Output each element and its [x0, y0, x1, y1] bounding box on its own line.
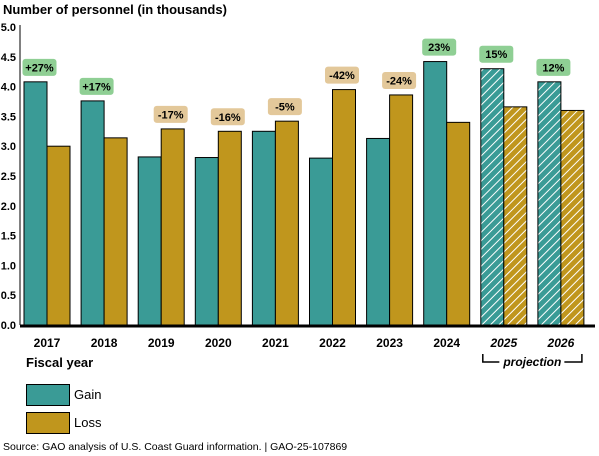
- x-tick-label: 2021: [262, 336, 289, 350]
- change-badge-label: +17%: [82, 81, 111, 93]
- change-badge-label: -42%: [329, 70, 355, 82]
- legend-label-loss: Loss: [74, 415, 102, 430]
- bar-loss-2018: [103, 137, 128, 326]
- change-badge-2024: [422, 38, 457, 56]
- change-badge-label: 23%: [428, 42, 450, 54]
- bar-loss-2017: [46, 145, 71, 326]
- source-note: Source: GAO analysis of U.S. Coast Guard…: [3, 441, 348, 453]
- x-tick-label: 2020: [205, 336, 232, 350]
- x-tick-label: 2026: [547, 336, 575, 350]
- change-badge-2022: [325, 66, 359, 84]
- change-badge-label: 15%: [485, 49, 507, 61]
- y-tick-label: 1.0: [1, 260, 16, 272]
- x-axis-title: Fiscal year: [26, 355, 94, 370]
- legend-item-loss: Loss: [26, 412, 226, 434]
- x-tick-label: 2019: [148, 336, 175, 350]
- projection-label-bg: [499, 354, 565, 370]
- y-tick-label: 4.0: [1, 82, 16, 94]
- legend-item-gain: Gain: [26, 384, 226, 406]
- change-badge-label: -17%: [158, 109, 184, 121]
- change-badge-label: -5%: [275, 102, 295, 114]
- change-badge-label: 12%: [542, 62, 564, 74]
- change-badge-2023: [382, 71, 417, 89]
- bar-gain-2025: [480, 68, 505, 326]
- bar-loss-2021: [274, 120, 299, 326]
- bar-loss-2026: [560, 109, 585, 326]
- bar-loss-2025: [503, 106, 528, 326]
- change-badge-2026: [536, 58, 571, 76]
- bar-gain-2020: [194, 157, 219, 326]
- bar-loss-2024: [446, 121, 471, 326]
- change-badge-2017: [22, 58, 57, 76]
- legend-swatch-loss: [26, 412, 70, 434]
- bar-gain-2017: [23, 81, 48, 326]
- x-tick-label: 2018: [91, 336, 118, 350]
- bar-gain-2021: [251, 130, 276, 326]
- bar-gain-2022: [309, 157, 333, 326]
- change-badge-label: -16%: [215, 112, 241, 124]
- bar-loss-2019: [160, 128, 185, 326]
- legend-label-gain: Gain: [74, 387, 102, 402]
- bar-gain-2026: [537, 81, 562, 326]
- y-tick-label: 2.0: [1, 201, 16, 213]
- bar-loss-2022: [332, 89, 356, 326]
- bar-loss-2023: [389, 94, 414, 326]
- y-tick-label: 1.5: [1, 231, 16, 243]
- bar-gain-2024: [423, 61, 448, 326]
- x-tick-label: 2017: [34, 336, 61, 350]
- change-badge-2025: [479, 45, 514, 63]
- y-tick-label: 4.5: [1, 52, 16, 64]
- y-tick-label: 0.5: [1, 290, 16, 302]
- y-axis-title: Number of personnel (in thousands): [3, 2, 227, 17]
- x-tick-label: 2023: [376, 336, 403, 350]
- x-tick-label: 2025: [489, 336, 517, 350]
- change-badge-label: -24%: [386, 75, 412, 87]
- y-tick-label: 3.0: [1, 141, 16, 153]
- bar-gain-2018: [80, 100, 105, 326]
- bar-loss-2020: [217, 130, 242, 326]
- change-badge-2020: [210, 108, 245, 126]
- legend-swatch-gain: [26, 384, 70, 406]
- x-tick-label: 2024: [433, 336, 460, 350]
- y-tick-label: 5.0: [1, 22, 16, 34]
- change-badge-2018: [79, 77, 114, 95]
- change-badge-2021: [267, 98, 302, 116]
- change-badge-2019: [153, 105, 188, 123]
- y-tick-label: 3.5: [1, 111, 16, 123]
- y-tick-label: 2.5: [1, 171, 16, 183]
- projection-label: projection: [502, 355, 561, 369]
- x-tick-label: 2022: [319, 336, 346, 350]
- bar-gain-2019: [137, 156, 162, 326]
- y-tick-label: 0.0: [1, 320, 16, 332]
- bar-gain-2023: [366, 137, 391, 326]
- change-badge-label: +27%: [25, 62, 54, 74]
